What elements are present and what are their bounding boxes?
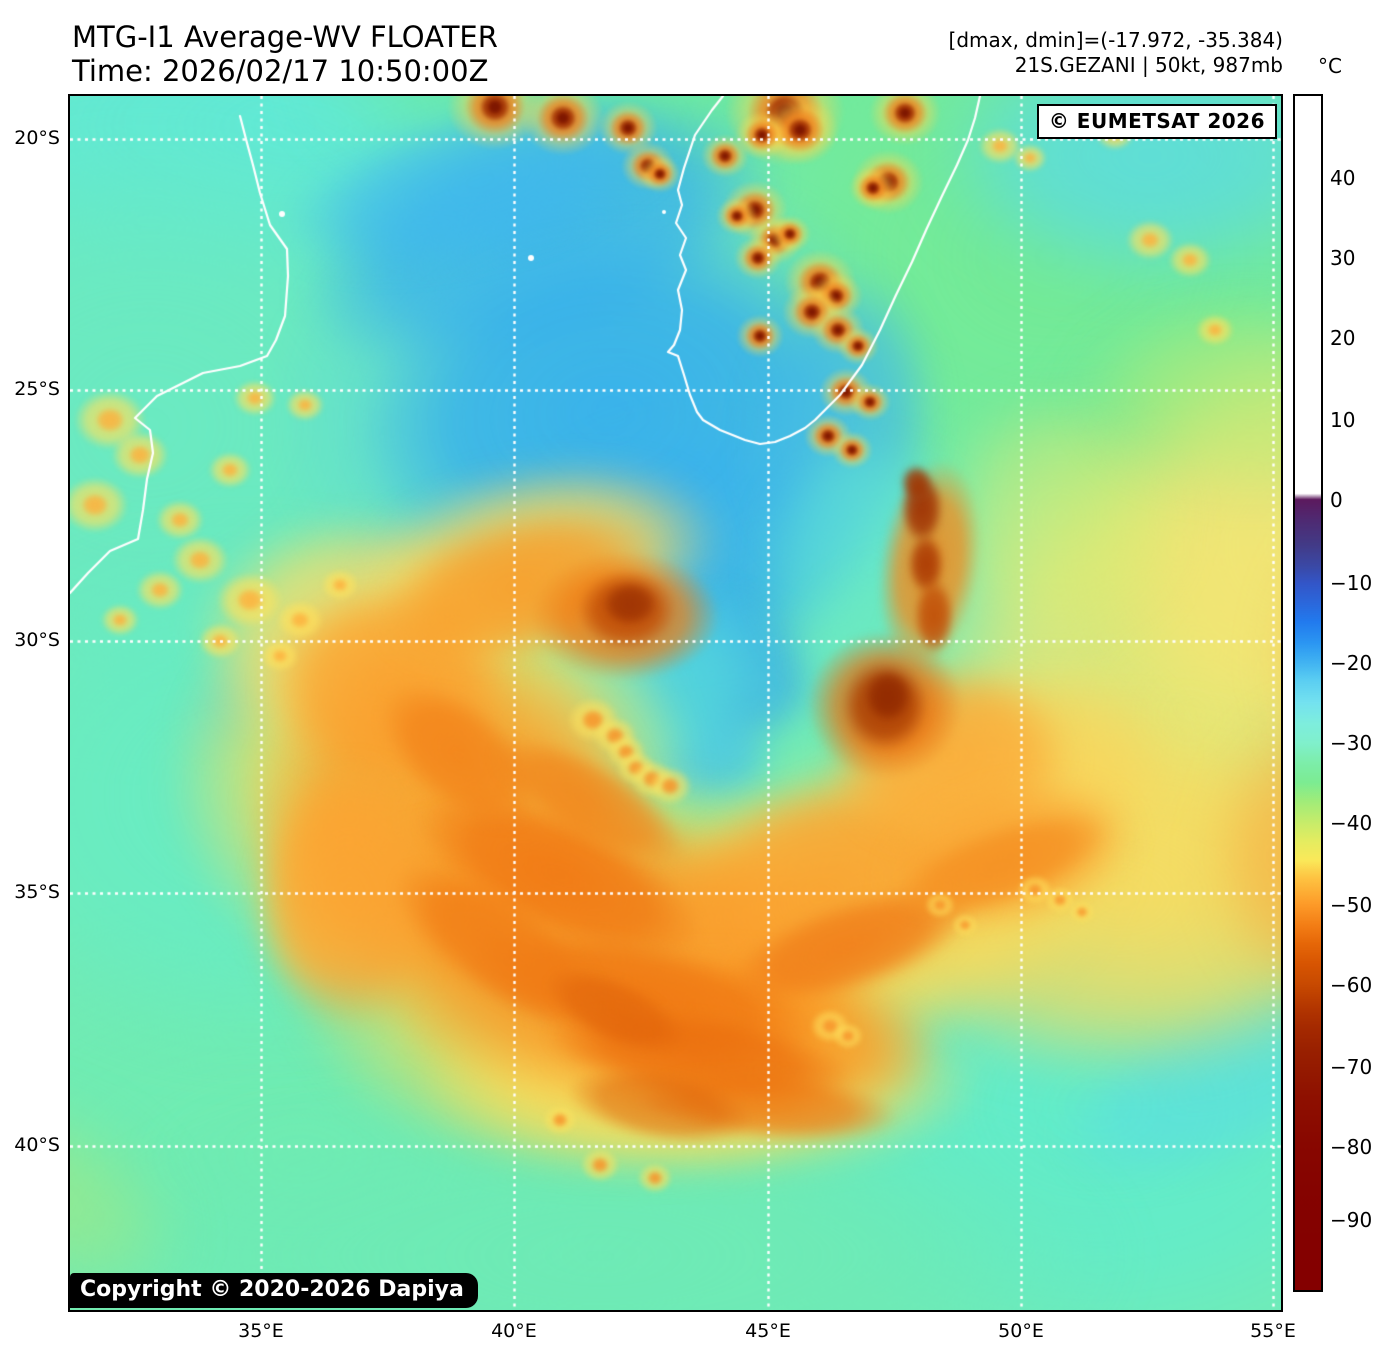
colorbar-tick-label: −20 bbox=[1330, 651, 1373, 676]
colorbar-tick-label: −10 bbox=[1330, 571, 1373, 596]
lon-label: 55°E bbox=[1250, 1320, 1296, 1342]
eumetsat-badge: © EUMETSAT 2026 bbox=[1036, 104, 1277, 139]
lat-label: 40°S bbox=[14, 1133, 60, 1156]
lon-label: 40°E bbox=[491, 1320, 537, 1342]
colorbar-tick-label: 40 bbox=[1330, 166, 1356, 191]
colorbar-tick-label: 10 bbox=[1330, 407, 1356, 432]
lon-label: 35°E bbox=[238, 1320, 284, 1342]
storm-id-readout: 21S.GEZANI | 50kt, 987mb bbox=[1014, 53, 1283, 77]
lat-label: 35°S bbox=[14, 880, 60, 903]
lat-label: 25°S bbox=[14, 378, 60, 401]
title-line-1: MTG-I1 Average-WV FLOATER bbox=[72, 20, 498, 54]
storm-stats: [dmax, dmin]=(-17.972, -35.384) 21S.GEZAN… bbox=[949, 28, 1283, 78]
colorbar-tick-label: −70 bbox=[1330, 1055, 1373, 1080]
title-line-2: Time: 2026/02/17 10:50:00Z bbox=[72, 54, 489, 88]
page-title: MTG-I1 Average-WV FLOATER Time: 2026/02/1… bbox=[72, 20, 498, 88]
lon-label: 50°E bbox=[998, 1320, 1044, 1342]
colorbar-unit-label: °C bbox=[1318, 54, 1342, 78]
lon-label: 45°E bbox=[745, 1320, 791, 1342]
colorbar-tick-label: −80 bbox=[1330, 1135, 1373, 1160]
colorbar-tick-label: −50 bbox=[1330, 893, 1373, 918]
copyright-badge: Copyright © 2020-2026 Dapiya bbox=[70, 1273, 478, 1308]
colorbar-tick-label: 20 bbox=[1330, 326, 1356, 351]
colorbar-tick-label: 0 bbox=[1330, 488, 1343, 513]
map-frame: © EUMETSAT 2026 Copyright © 2020-2026 Da… bbox=[68, 94, 1283, 1312]
lat-label: 20°S bbox=[14, 126, 60, 149]
colorbar-tick-label: −90 bbox=[1330, 1208, 1373, 1233]
colorbar-tick-label: 30 bbox=[1330, 246, 1356, 271]
lat-label: 30°S bbox=[14, 628, 60, 651]
satellite-wv-image bbox=[70, 96, 1281, 1310]
colorbar-tick-label: −60 bbox=[1330, 973, 1373, 998]
colorbar-gradient bbox=[1295, 96, 1321, 1290]
colorbar bbox=[1293, 94, 1323, 1292]
colorbar-tick-label: −30 bbox=[1330, 731, 1373, 756]
dmax-dmin-readout: [dmax, dmin]=(-17.972, -35.384) bbox=[948, 28, 1283, 52]
colorbar-tick-label: −40 bbox=[1330, 811, 1373, 836]
